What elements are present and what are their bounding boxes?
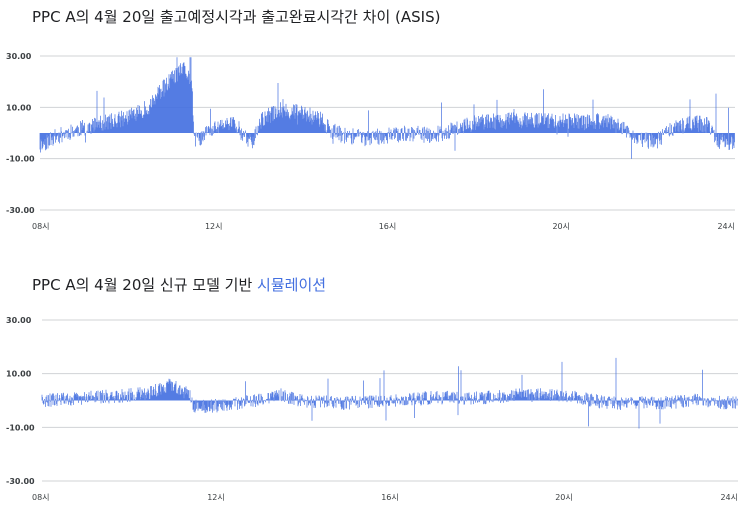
y-tick-label: 30.00 — [6, 52, 32, 61]
y-tick-label: -30.00 — [6, 206, 35, 215]
chart-title-accent: 시뮬레이션 — [257, 276, 327, 294]
chart-title-simulation: PPC A의 4월 20일 신규 모델 기반 시뮬레이션 — [32, 274, 326, 295]
x-tick-label: 12시 — [207, 493, 225, 502]
x-tick-label: 08시 — [32, 222, 50, 231]
y-tick-label: -30.00 — [6, 477, 35, 486]
x-tick-label: 20시 — [555, 493, 573, 502]
x-tick-label: 12시 — [205, 222, 223, 231]
x-tick-label: 16시 — [381, 493, 399, 502]
x-tick-label: 24시 — [717, 222, 735, 231]
chart-title-asis: PPC A의 4월 20일 출고예정시각과 출고완료시각간 차이 (ASIS) — [32, 8, 441, 26]
y-tick-label: -10.00 — [6, 423, 35, 432]
chart-simulation: PPC A의 4월 20일 신규 모델 기반 시뮬레이션 30.00 10.00 -… — [0, 264, 750, 517]
x-tick-label: 16시 — [379, 222, 397, 231]
x-tick-label: 08시 — [32, 493, 50, 502]
x-tick-label: 20시 — [552, 222, 570, 231]
y-tick-label: 10.00 — [6, 370, 32, 379]
chart-title-main: PPC A의 4월 20일 신규 모델 기반 — [32, 276, 258, 294]
y-tick-label: -10.00 — [6, 155, 35, 164]
y-tick-label: 10.00 — [6, 103, 32, 112]
x-tick-label: 24시 — [720, 493, 738, 502]
chart-simulation-plot: 30.00 10.00 -10.00 -30.00 08시 12시 16시 20시 24시 — [6, 316, 738, 502]
y-tick-label: 30.00 — [6, 316, 32, 325]
chart-asis: PPC A의 4월 20일 출고예정시각과 출고완료시각간 차이 (ASIS) … — [0, 0, 750, 258]
series-bars — [41, 357, 738, 429]
chart-asis-plot: 30.00 10.00 -10.00 -30.00 08시 12시 16시 20시 24시 — [6, 52, 735, 231]
series-bars — [39, 57, 735, 159]
